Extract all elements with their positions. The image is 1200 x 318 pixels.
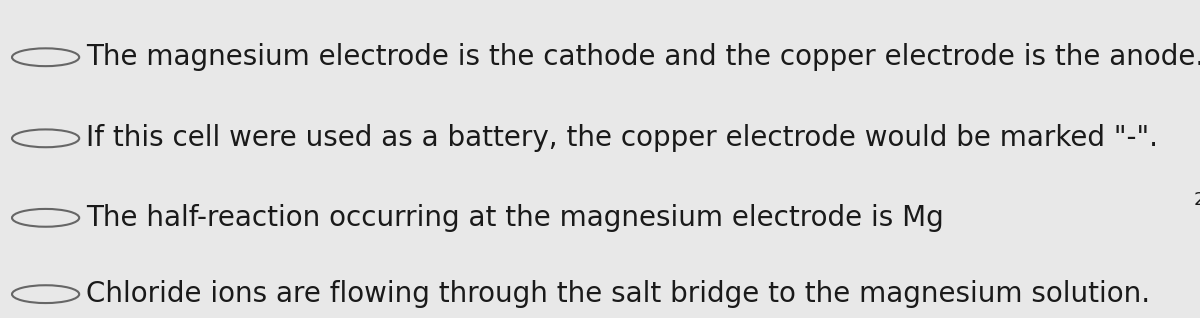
Text: The magnesium electrode is the cathode and the copper electrode is the anode.: The magnesium electrode is the cathode a… — [86, 43, 1200, 71]
Text: 2+: 2+ — [1193, 191, 1200, 209]
Text: If this cell were used as a battery, the copper electrode would be marked "-".: If this cell were used as a battery, the… — [86, 124, 1158, 152]
Text: Chloride ions are flowing through the salt bridge to the magnesium solution.: Chloride ions are flowing through the sa… — [86, 280, 1151, 308]
Text: The half-reaction occurring at the magnesium electrode is Mg: The half-reaction occurring at the magne… — [86, 204, 944, 232]
